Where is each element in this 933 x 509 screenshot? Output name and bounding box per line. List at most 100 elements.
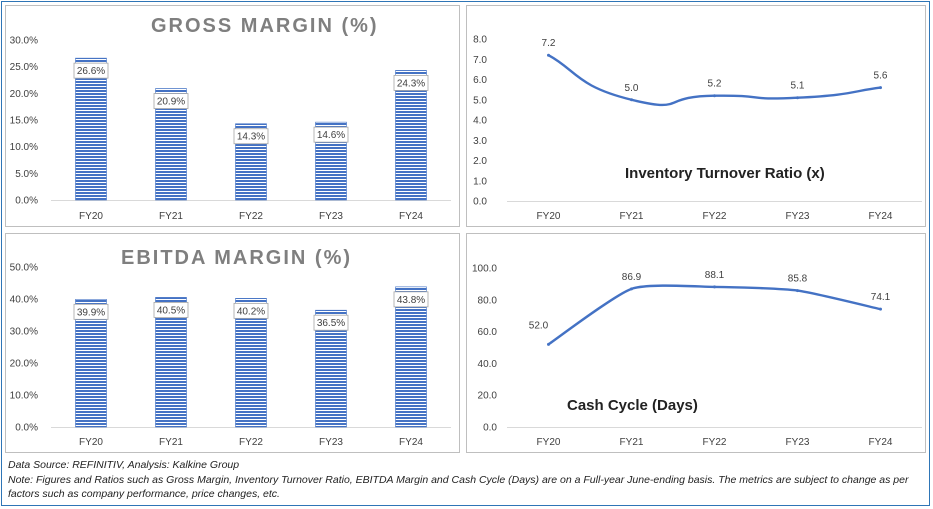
x-tick-label: FY24	[869, 211, 893, 222]
x-tick-label: FY23	[319, 211, 343, 222]
data-label-box	[313, 314, 349, 331]
y-tick-label: 100.0	[472, 264, 497, 275]
cash-cycle-chart: Cash Cycle (Days) 0.0 20.0 40.0 60.0 80.0 100.…	[472, 264, 922, 448]
bar	[155, 297, 187, 428]
y-tick-label: 40.0	[478, 359, 498, 370]
x-tick-label: FY21	[159, 437, 183, 448]
data-label-box	[233, 302, 269, 319]
y-tick-label: 15.0%	[10, 116, 38, 127]
data-point	[713, 285, 716, 289]
cash-cycle-panel: Cash Cycle (Days) 0.0 20.0 40.0 60.0 80.0 100.…	[466, 233, 926, 453]
y-tick-label: 10.0%	[10, 391, 38, 402]
chart-title: Cash Cycle (Days)	[567, 397, 698, 414]
x-tick-label: FY22	[239, 211, 263, 222]
data-source-text: Data Source: REFINITIV, Analysis: Kalkin…	[8, 459, 240, 471]
y-tick-label: 5.0	[473, 95, 487, 106]
chart-title: GROSS MARGIN (%)	[151, 15, 379, 37]
y-tick-label: 4.0	[473, 116, 487, 127]
data-label: 85.8	[788, 274, 808, 285]
y-tick-label: 40.0%	[10, 295, 38, 306]
y-tick-label: 30.0%	[10, 36, 38, 47]
y-tick-label: 20.0	[478, 391, 498, 402]
data-point	[547, 53, 550, 57]
y-tick-label: 1.0	[473, 176, 487, 187]
data-label-box	[233, 128, 269, 145]
y-tick-label: 7.0	[473, 55, 487, 66]
data-label-box	[153, 93, 189, 109]
x-tick-label: FY24	[399, 437, 423, 448]
data-label: 5.6	[874, 71, 888, 82]
bar	[395, 70, 427, 201]
data-label: 36.5%	[317, 318, 345, 329]
data-label: 5.2	[708, 79, 722, 90]
x-tick-label: FY22	[239, 437, 263, 448]
y-tick-label: 25.0%	[10, 62, 38, 73]
data-label-box	[393, 291, 429, 308]
x-tick-label: FY23	[319, 437, 343, 448]
data-label: 26.6%	[77, 66, 105, 77]
y-tick-label: 0.0%	[15, 423, 38, 434]
y-tick-label: 2.0	[473, 156, 487, 167]
data-label: 24.3%	[397, 78, 425, 89]
y-tick-label: 5.0%	[15, 169, 38, 180]
data-label-box	[393, 75, 429, 91]
gross-margin-chart: GROSS MARGIN (%) 0.0% 5.0% 10.0% 15.0% 20.0% 2…	[10, 15, 451, 222]
data-point	[879, 86, 882, 90]
data-point	[713, 94, 716, 98]
data-point	[630, 287, 633, 291]
data-label: 20.9%	[157, 97, 185, 108]
x-tick-label: FY24	[399, 211, 423, 222]
y-tick-label: 30.0%	[10, 327, 38, 338]
data-label: 40.5%	[157, 305, 185, 316]
x-tick-label: FY22	[703, 211, 727, 222]
inventory-turnover-chart: Inventory Turnover Ratio (x) 0.0 1.0 2.0 3.0…	[473, 35, 922, 222]
series-line	[547, 284, 881, 346]
ebitda-margin-chart: EBITDA MARGIN (%) 0.0% 10.0% 20.0% 30.0% 40.0…	[10, 247, 451, 448]
data-label: 39.9%	[77, 307, 105, 318]
data-point	[630, 98, 633, 102]
data-point	[879, 307, 882, 311]
bar	[395, 286, 427, 428]
chart-title: EBITDA MARGIN (%)	[121, 247, 352, 269]
data-label: 86.9	[622, 272, 642, 283]
data-label: 14.3%	[237, 132, 265, 143]
x-tick-label: FY21	[620, 437, 644, 448]
y-tick-label: 8.0	[473, 35, 487, 46]
x-tick-label: FY20	[79, 437, 103, 448]
y-tick-label: 10.0%	[10, 142, 38, 153]
x-tick-label: FY21	[620, 211, 644, 222]
inventory-turnover-panel: Inventory Turnover Ratio (x) 0.0 1.0 2.0 3.0…	[466, 5, 926, 227]
data-label: 5.0	[625, 83, 639, 94]
data-label: 43.8%	[397, 295, 425, 306]
data-label-box	[73, 303, 109, 320]
x-tick-label: FY20	[537, 211, 561, 222]
y-tick-label: 0.0%	[15, 196, 38, 207]
data-label-box	[153, 302, 189, 318]
y-tick-label: 0.0	[483, 423, 497, 434]
x-tick-label: FY21	[159, 211, 183, 222]
gross-margin-panel: GROSS MARGIN (%) 0.0% 5.0% 10.0% 15.0% 20.0% 2…	[5, 5, 460, 227]
data-label: 88.1	[705, 270, 725, 281]
data-point	[796, 289, 799, 293]
chart-title: Inventory Turnover Ratio (x)	[625, 165, 825, 182]
data-point	[796, 96, 799, 100]
x-tick-label: FY24	[869, 437, 893, 448]
x-tick-label: FY20	[537, 437, 561, 448]
data-label-box	[313, 126, 349, 143]
bar	[75, 299, 107, 428]
x-tick-label: FY23	[786, 437, 810, 448]
y-tick-label: 3.0	[473, 136, 487, 147]
y-tick-label: 20.0%	[10, 359, 38, 370]
data-point	[547, 342, 550, 346]
bar	[75, 57, 107, 201]
x-tick-label: FY23	[786, 211, 810, 222]
y-tick-label: 0.0	[473, 197, 487, 208]
x-tick-label: FY22	[703, 437, 727, 448]
note-text: Note: Figures and Ratios such as Gross M…	[8, 473, 909, 501]
footer-notes: Data Source: REFINITIV, Analysis: Kalkin…	[8, 458, 923, 502]
data-label: 74.1	[871, 292, 891, 303]
y-tick-label: 60.0	[478, 327, 498, 338]
bar	[235, 298, 267, 428]
data-label: 7.2	[542, 38, 556, 49]
ebitda-margin-panel: EBITDA MARGIN (%) 0.0% 10.0% 20.0% 30.0% 40.0…	[5, 233, 460, 453]
